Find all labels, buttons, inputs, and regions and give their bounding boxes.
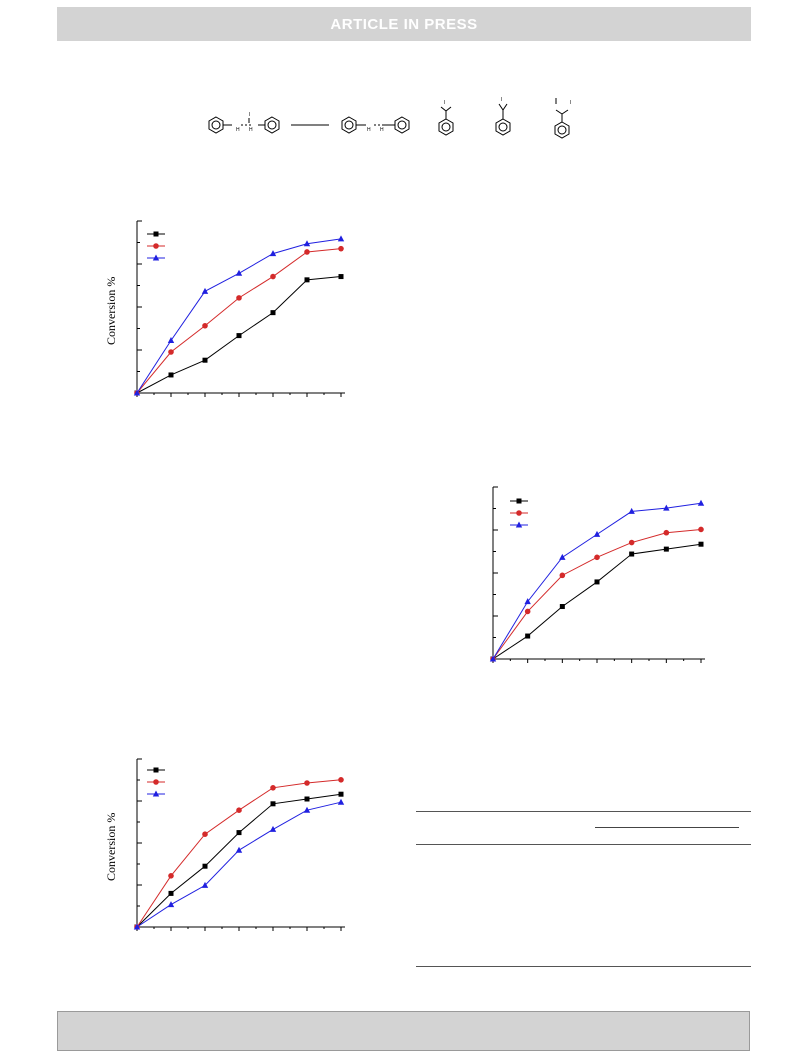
data-point-triangle [133, 923, 141, 930]
data-point-circle [304, 249, 310, 255]
data-point-square [168, 890, 174, 896]
data-point-circle [524, 608, 531, 615]
data-point-square [153, 231, 159, 237]
data-point-circle [663, 529, 670, 536]
atom-label: I [249, 112, 250, 118]
data-point-circle [236, 295, 242, 301]
data-point-circle [270, 273, 276, 280]
data-point-square [236, 333, 242, 339]
data-point-circle [516, 510, 522, 516]
data-point-circle [338, 777, 344, 783]
data-point-triangle [628, 507, 635, 514]
data-point-triangle [303, 240, 311, 247]
atom-label: H [380, 127, 384, 133]
data-point-circle [559, 572, 566, 579]
data-point-triangle [235, 269, 243, 276]
table-bottom-rule [416, 966, 751, 967]
data-point-triangle [337, 235, 345, 242]
data-point-circle [270, 785, 276, 791]
data-point-square [559, 604, 565, 610]
data-point-triangle [663, 504, 670, 511]
data-point-square [304, 796, 310, 802]
data-point-triangle [269, 825, 277, 832]
data-point-triangle [167, 901, 175, 908]
data-point-circle [594, 554, 600, 561]
data-point-triangle [559, 553, 566, 560]
benzene-ring-icon [264, 116, 280, 134]
data-point-triangle [133, 389, 141, 396]
chart3-y-axis-label: Conversion % [104, 812, 118, 881]
benzene-ring-icon [495, 118, 511, 136]
data-point-triangle [201, 287, 209, 294]
data-point-square [594, 579, 600, 585]
data-point-triangle [524, 598, 531, 605]
table-sub-rule [595, 827, 739, 828]
benzene-ring-icon [554, 121, 570, 139]
data-point-circle [698, 526, 704, 533]
data-point-square [270, 801, 276, 807]
data-point-circle [236, 807, 242, 813]
data-point-triangle [152, 790, 160, 797]
data-point-square [516, 498, 522, 504]
table-top-rule [416, 811, 751, 812]
data-point-triangle [201, 881, 209, 888]
data-point-circle [628, 539, 635, 546]
atom-label: H [236, 127, 240, 133]
reaction-scheme: H H H H I I I I [208, 97, 571, 139]
data-point-triangle [593, 530, 601, 537]
data-point-circle [153, 779, 159, 785]
data-point-square [270, 310, 276, 316]
footer-bar [57, 1011, 750, 1051]
benzene-ring-icon [394, 116, 410, 134]
atom-label: I [444, 100, 445, 106]
article-in-press-banner: ARTICLE IN PRESS [57, 7, 751, 41]
data-point-circle [202, 322, 208, 329]
atom-label: I [501, 97, 502, 103]
benzene-ring-icon [438, 118, 454, 136]
data-point-square [525, 633, 531, 639]
data-point-square [698, 541, 704, 547]
data-point-square [153, 767, 159, 773]
data-point-square [338, 791, 344, 797]
data-point-square [338, 274, 344, 280]
data-point-circle [202, 831, 208, 837]
atom-label: H [367, 127, 371, 133]
data-point-circle [153, 243, 159, 249]
series-line [136, 801, 342, 928]
data-point-triangle [235, 846, 243, 853]
data-point-square [236, 830, 242, 836]
data-point-circle [304, 780, 310, 786]
data-point-square [202, 357, 208, 363]
data-point-circle [168, 873, 174, 879]
benzene-ring-icon [208, 116, 224, 134]
data-point-triangle [167, 337, 175, 344]
table-header-rule [416, 844, 751, 845]
data-point-circle [338, 245, 344, 252]
data-point-triangle [697, 499, 705, 506]
atom-label: I [570, 100, 571, 106]
data-point-square [304, 277, 310, 283]
data-point-triangle [489, 655, 497, 662]
data-point-square [629, 551, 635, 557]
data-point-square [202, 863, 208, 869]
data-point-triangle [337, 798, 345, 805]
benzene-ring-icon [341, 116, 357, 134]
data-point-square [168, 372, 174, 378]
data-point-triangle [269, 250, 277, 257]
data-point-triangle [515, 521, 523, 528]
data-point-triangle [303, 806, 311, 813]
data-point-triangle [152, 254, 160, 261]
data-point-square [663, 546, 669, 552]
data-point-circle [168, 349, 174, 355]
series-line [136, 779, 342, 928]
atom-label: H [249, 127, 253, 133]
